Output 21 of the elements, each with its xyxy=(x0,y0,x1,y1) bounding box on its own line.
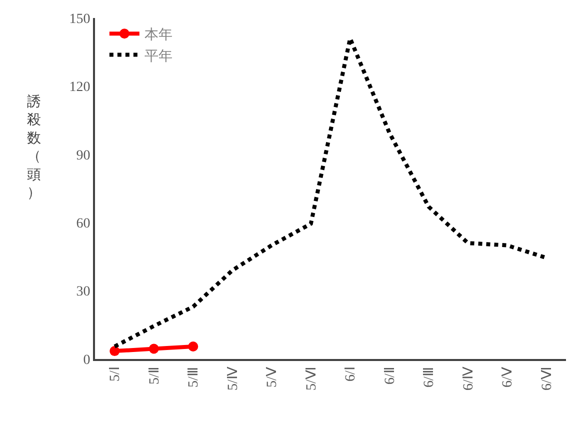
x-tick-label: 5/Ⅴ xyxy=(265,366,280,388)
x-tick-label: 5/Ⅵ xyxy=(304,366,320,390)
x-tick-label: 5/Ⅱ xyxy=(147,366,162,384)
y-tick-label: 0 xyxy=(83,352,90,368)
x-tick-label: 5/Ⅰ xyxy=(108,366,124,382)
y-tick-label: 60 xyxy=(76,216,90,232)
y-tick-label: 150 xyxy=(69,12,90,27)
y-axis-title: 誘殺数（頭） xyxy=(27,94,41,201)
legend-label: 平年 xyxy=(144,48,172,64)
x-tick-label: 6/Ⅵ xyxy=(540,366,555,390)
x-tick-label: 6/Ⅲ xyxy=(422,366,438,388)
x-tick-label: 5/Ⅲ xyxy=(186,366,202,388)
x-tick-label: 5/Ⅳ xyxy=(226,366,241,390)
x-tick-label: 6/Ⅴ xyxy=(500,366,516,388)
x-tick-label: 6/Ⅰ xyxy=(344,366,359,382)
y-tick-label: 90 xyxy=(76,148,90,164)
y-tick-label: 30 xyxy=(76,284,90,300)
y-tick-label: 120 xyxy=(69,80,90,96)
x-tick-label: 6/Ⅳ xyxy=(461,366,476,390)
x-tick-label: 6/Ⅱ xyxy=(382,366,398,384)
legend-label: 本年 xyxy=(144,27,172,44)
